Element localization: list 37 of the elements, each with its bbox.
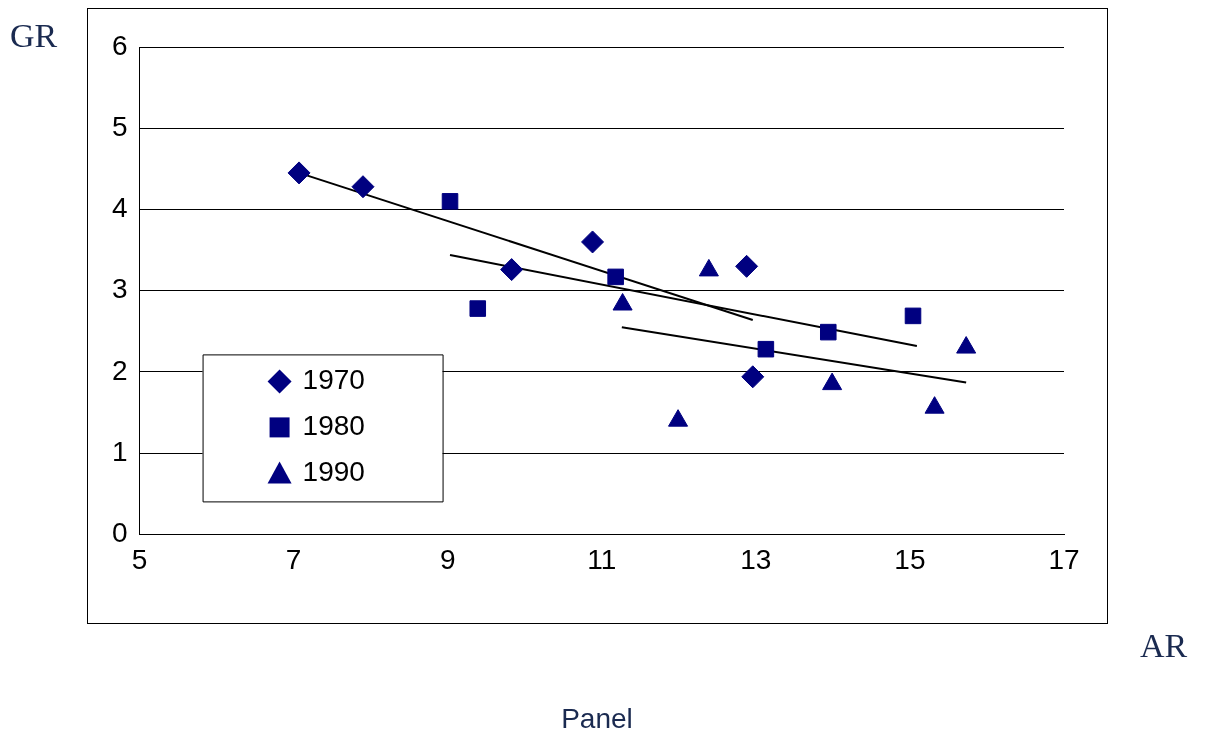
- legend-label: 1980: [302, 410, 365, 442]
- y-tick-label: 2: [111, 354, 128, 386]
- point: [668, 409, 689, 427]
- y-tick-label: 4: [111, 192, 128, 224]
- point: [607, 268, 624, 286]
- text: Panel: [561, 702, 633, 734]
- y-tick-label: 1: [111, 435, 128, 467]
- y-axis-title: GR: [10, 16, 58, 54]
- point: [822, 372, 843, 391]
- legend-label: 1990: [302, 456, 365, 488]
- point: [956, 336, 977, 354]
- x-axis-title: AR: [1140, 626, 1188, 664]
- y-tick-label: 0: [111, 517, 128, 549]
- x-tick-label: 15: [894, 543, 926, 575]
- point: [287, 161, 311, 185]
- point: [500, 258, 524, 282]
- x-tick-label: 13: [740, 543, 772, 575]
- point: [581, 230, 605, 254]
- point: [351, 175, 375, 199]
- point: [757, 340, 775, 358]
- point: [741, 365, 765, 389]
- point: [924, 396, 945, 414]
- y-tick-label: 6: [111, 29, 128, 61]
- point: [904, 307, 922, 325]
- x-tick-label: 17: [1048, 543, 1080, 575]
- point: [469, 300, 487, 317]
- point: [735, 254, 759, 278]
- legend-label: 1970: [302, 364, 365, 396]
- y-tick-label: 3: [111, 273, 128, 305]
- point: [819, 323, 837, 341]
- x-tick-label: 5: [131, 543, 148, 575]
- y-tick-label: 5: [111, 110, 128, 142]
- x-tick-label: 11: [587, 543, 617, 575]
- x-tick-label: 7: [285, 543, 302, 575]
- point: [612, 293, 633, 311]
- x-tick-label: 9: [439, 543, 456, 575]
- point: [441, 193, 459, 210]
